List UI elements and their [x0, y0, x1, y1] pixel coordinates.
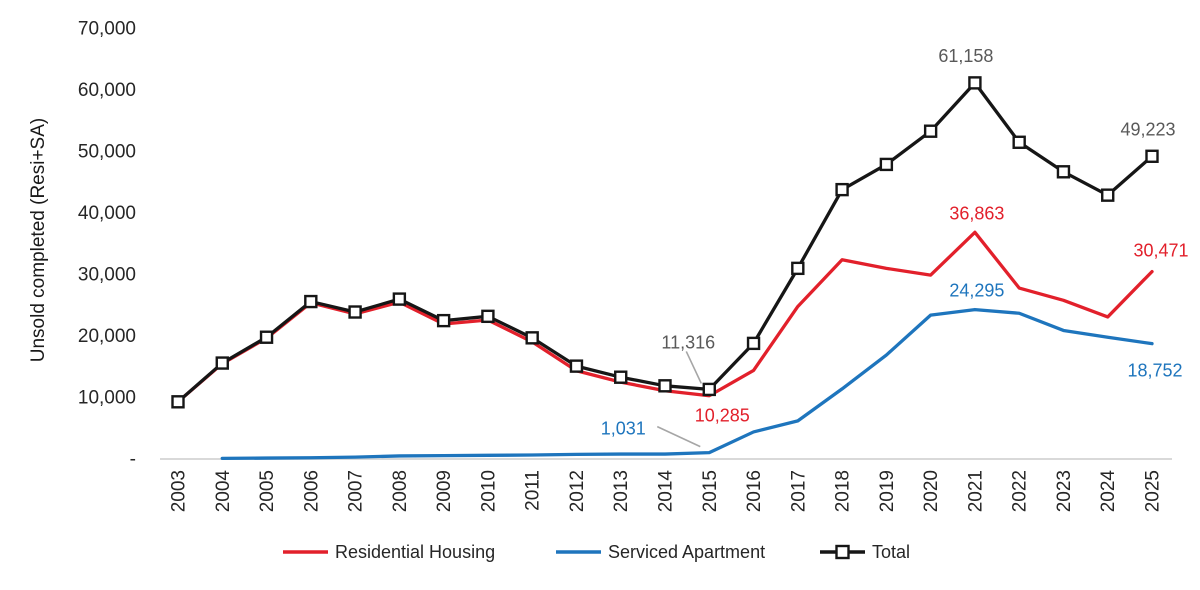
total-marker: [436, 313, 451, 328]
total-marker: [746, 336, 761, 351]
total-marker: [525, 331, 539, 345]
y-axis-tick-labels: - 10,000 20,000 30,000 40,000 50,000 60,000 70,…: [78, 19, 136, 471]
x-axis-tick-labels: 2003 2004 2005 2006 2007 2008 2009 2010 2011 2012…: [169, 470, 1164, 513]
total-marker: [259, 330, 274, 344]
legend-item-total: Total: [820, 542, 910, 562]
x-tick-label: 2005: [257, 470, 278, 512]
data-point-labels: 11,316 61,158 49,223 10,285 36,863 30,471 1,03…: [601, 46, 1189, 448]
x-tick-label: 2017: [788, 470, 809, 512]
y-tick-label: 50,000: [78, 142, 136, 163]
x-tick-label: 2016: [744, 470, 765, 512]
data-label-total-2015: 11,316: [661, 332, 715, 352]
total-marker: [1012, 135, 1026, 149]
total-marker: [1145, 149, 1159, 163]
data-label-total-2021: 61,158: [938, 46, 993, 66]
y-axis-title: Unsold completed (Resi+SA): [28, 118, 49, 362]
x-tick-label: 2015: [700, 470, 721, 512]
x-tick-label: 2006: [301, 470, 322, 512]
total-marker: [569, 359, 584, 373]
y-tick-label: 40,000: [78, 203, 136, 224]
total-marker: [879, 157, 894, 172]
x-tick-label: 2021: [965, 470, 986, 512]
data-label-total-2025: 49,223: [1120, 119, 1175, 139]
legend-label-total: Total: [872, 542, 910, 562]
data-label-serviced-apartment-2021: 24,295: [949, 281, 1004, 301]
data-label-residential-housing-2025: 30,471: [1133, 241, 1188, 261]
total-marker: [614, 370, 628, 384]
y-tick-label: 30,000: [78, 265, 136, 286]
y-tick-label: 70,000: [78, 19, 136, 40]
total-marker: [215, 356, 229, 370]
x-tick-label: 2025: [1143, 470, 1164, 512]
x-tick-label: 2022: [1010, 470, 1031, 512]
total-marker: [658, 379, 672, 393]
total-marker: [968, 76, 982, 90]
x-tick-label: 2018: [833, 470, 854, 512]
series-lines: [171, 76, 1159, 461]
chart-legend: Residential Housing Serviced Apartment Tot…: [283, 542, 910, 562]
x-tick-label: 2004: [213, 470, 234, 513]
total-marker: [1101, 188, 1115, 202]
legend-item-serviced-apartment: Serviced Apartment: [556, 542, 765, 562]
x-tick-label: 2020: [921, 470, 942, 512]
total-marker: [835, 182, 849, 197]
data-label-residential-housing-2021: 36,863: [949, 203, 1004, 223]
total-marker: [1056, 165, 1071, 179]
total-marker: [702, 382, 716, 397]
x-tick-label: 2010: [478, 470, 499, 512]
total-marker: [923, 124, 938, 138]
data-label-serviced-apartment-2025: 18,752: [1127, 361, 1182, 381]
x-tick-label: 2014: [656, 470, 677, 513]
total-marker: [171, 395, 185, 409]
y-tick-label: 10,000: [78, 388, 136, 409]
total-marker: [348, 305, 362, 319]
x-tick-label: 2011: [523, 470, 544, 511]
label-leader-line: [656, 425, 701, 448]
x-tick-label: 2008: [390, 470, 411, 512]
series-line-residential-housing: [176, 230, 1154, 404]
series-line-serviced-apartment: [220, 307, 1154, 461]
y-tick-label: 60,000: [78, 80, 136, 101]
total-marker: [481, 309, 495, 324]
y-tick-label: -: [130, 449, 136, 470]
data-label-serviced-apartment-2015: 1,031: [601, 419, 646, 439]
x-tick-label: 2009: [434, 470, 455, 512]
data-label-residential-housing-2015: 10,285: [695, 406, 750, 426]
x-tick-label: 2013: [611, 470, 632, 512]
x-tick-label: 2024: [1098, 470, 1119, 513]
x-tick-label: 2023: [1054, 470, 1075, 512]
total-marker: [304, 294, 318, 309]
legend-item-residential-housing: Residential Housing: [283, 542, 495, 562]
label-leader-line: [685, 351, 702, 384]
series-line-total: [176, 81, 1154, 404]
total-marker: [791, 261, 805, 276]
x-tick-label: 2019: [877, 470, 898, 512]
legend-label-residential-housing: Residential Housing: [335, 542, 495, 562]
total-marker: [392, 292, 407, 306]
legend-label-serviced-apartment: Serviced Apartment: [608, 542, 765, 562]
y-tick-label: 20,000: [78, 326, 136, 347]
x-tick-label: 2007: [346, 470, 367, 512]
x-tick-label: 2003: [169, 470, 190, 512]
legend-marker-total: [835, 544, 850, 560]
x-tick-label: 2012: [567, 470, 588, 512]
